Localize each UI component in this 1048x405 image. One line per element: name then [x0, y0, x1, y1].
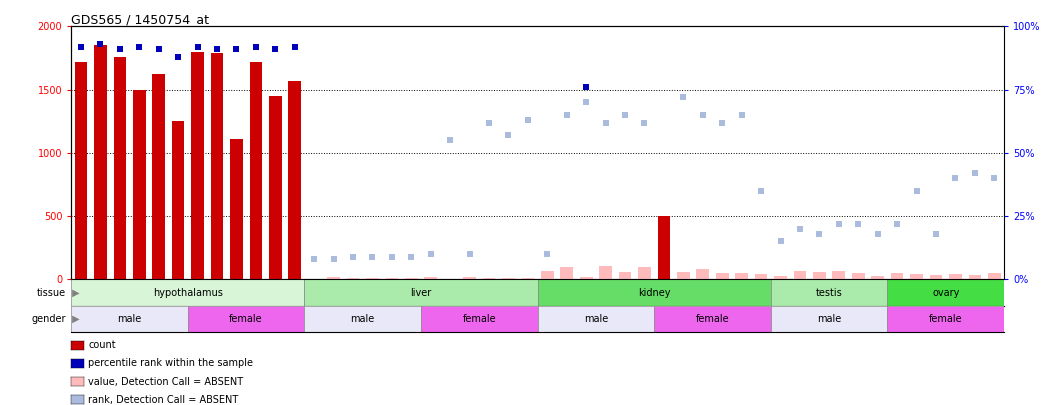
Bar — [793, 271, 806, 279]
Text: gender: gender — [31, 314, 66, 324]
Text: male: male — [117, 314, 141, 324]
Text: female: female — [230, 314, 263, 324]
Bar — [755, 273, 767, 279]
Bar — [269, 96, 282, 279]
Bar — [113, 57, 126, 279]
Bar — [522, 278, 534, 279]
Bar — [327, 277, 340, 279]
Bar — [770, 306, 888, 332]
Bar — [930, 275, 942, 279]
Text: rank, Detection Call = ABSENT: rank, Detection Call = ABSENT — [88, 395, 238, 405]
Bar — [891, 273, 903, 279]
Bar — [852, 273, 865, 279]
Bar — [172, 121, 184, 279]
Bar — [911, 274, 923, 279]
Bar — [74, 62, 87, 279]
Text: male: male — [817, 314, 842, 324]
Bar — [888, 306, 1004, 332]
Bar — [152, 75, 165, 279]
Text: hypothalamus: hypothalamus — [153, 288, 223, 298]
Bar — [347, 278, 359, 279]
Bar — [736, 273, 748, 279]
Bar — [813, 272, 826, 279]
Text: female: female — [696, 314, 729, 324]
Bar — [657, 216, 671, 279]
Bar — [888, 279, 1004, 306]
Text: tissue: tissue — [37, 288, 66, 298]
Bar — [386, 278, 398, 279]
Bar — [249, 62, 262, 279]
Bar — [968, 275, 981, 279]
Bar — [231, 139, 243, 279]
Bar — [483, 278, 496, 279]
Bar — [304, 279, 538, 306]
Text: female: female — [462, 314, 496, 324]
Text: testis: testis — [815, 288, 843, 298]
Bar — [538, 306, 654, 332]
Text: liver: liver — [411, 288, 432, 298]
Text: male: male — [351, 314, 375, 324]
Bar — [716, 273, 728, 279]
Bar — [832, 271, 845, 279]
Bar — [541, 271, 553, 279]
Bar — [988, 273, 1001, 279]
Bar — [463, 277, 476, 279]
Bar — [599, 266, 612, 279]
Bar — [424, 277, 437, 279]
Bar — [71, 306, 188, 332]
Text: kidney: kidney — [638, 288, 671, 298]
Text: GDS565 / 1450754_at: GDS565 / 1450754_at — [71, 13, 210, 26]
Bar — [538, 279, 770, 306]
Text: count: count — [88, 340, 115, 350]
Bar — [871, 276, 885, 279]
Text: ▶: ▶ — [69, 288, 80, 298]
Bar — [133, 90, 146, 279]
Bar — [774, 276, 787, 279]
Bar — [304, 306, 421, 332]
Bar — [191, 51, 204, 279]
Bar — [697, 269, 709, 279]
Bar — [561, 267, 573, 279]
Text: ovary: ovary — [932, 288, 959, 298]
Text: ▶: ▶ — [69, 314, 80, 324]
Bar — [188, 306, 304, 332]
Text: female: female — [929, 314, 962, 324]
Bar — [654, 306, 770, 332]
Bar — [770, 279, 888, 306]
Text: percentile rank within the sample: percentile rank within the sample — [88, 358, 253, 368]
Bar — [638, 267, 651, 279]
Bar — [580, 277, 592, 279]
Bar — [211, 53, 223, 279]
Bar — [94, 45, 107, 279]
Bar — [949, 273, 962, 279]
Bar — [288, 81, 301, 279]
Bar — [71, 279, 304, 306]
Bar — [421, 306, 538, 332]
Bar — [502, 278, 515, 279]
Text: male: male — [584, 314, 608, 324]
Bar — [618, 273, 631, 279]
Text: value, Detection Call = ABSENT: value, Detection Call = ABSENT — [88, 377, 243, 386]
Bar — [677, 272, 690, 279]
Bar — [405, 278, 418, 279]
